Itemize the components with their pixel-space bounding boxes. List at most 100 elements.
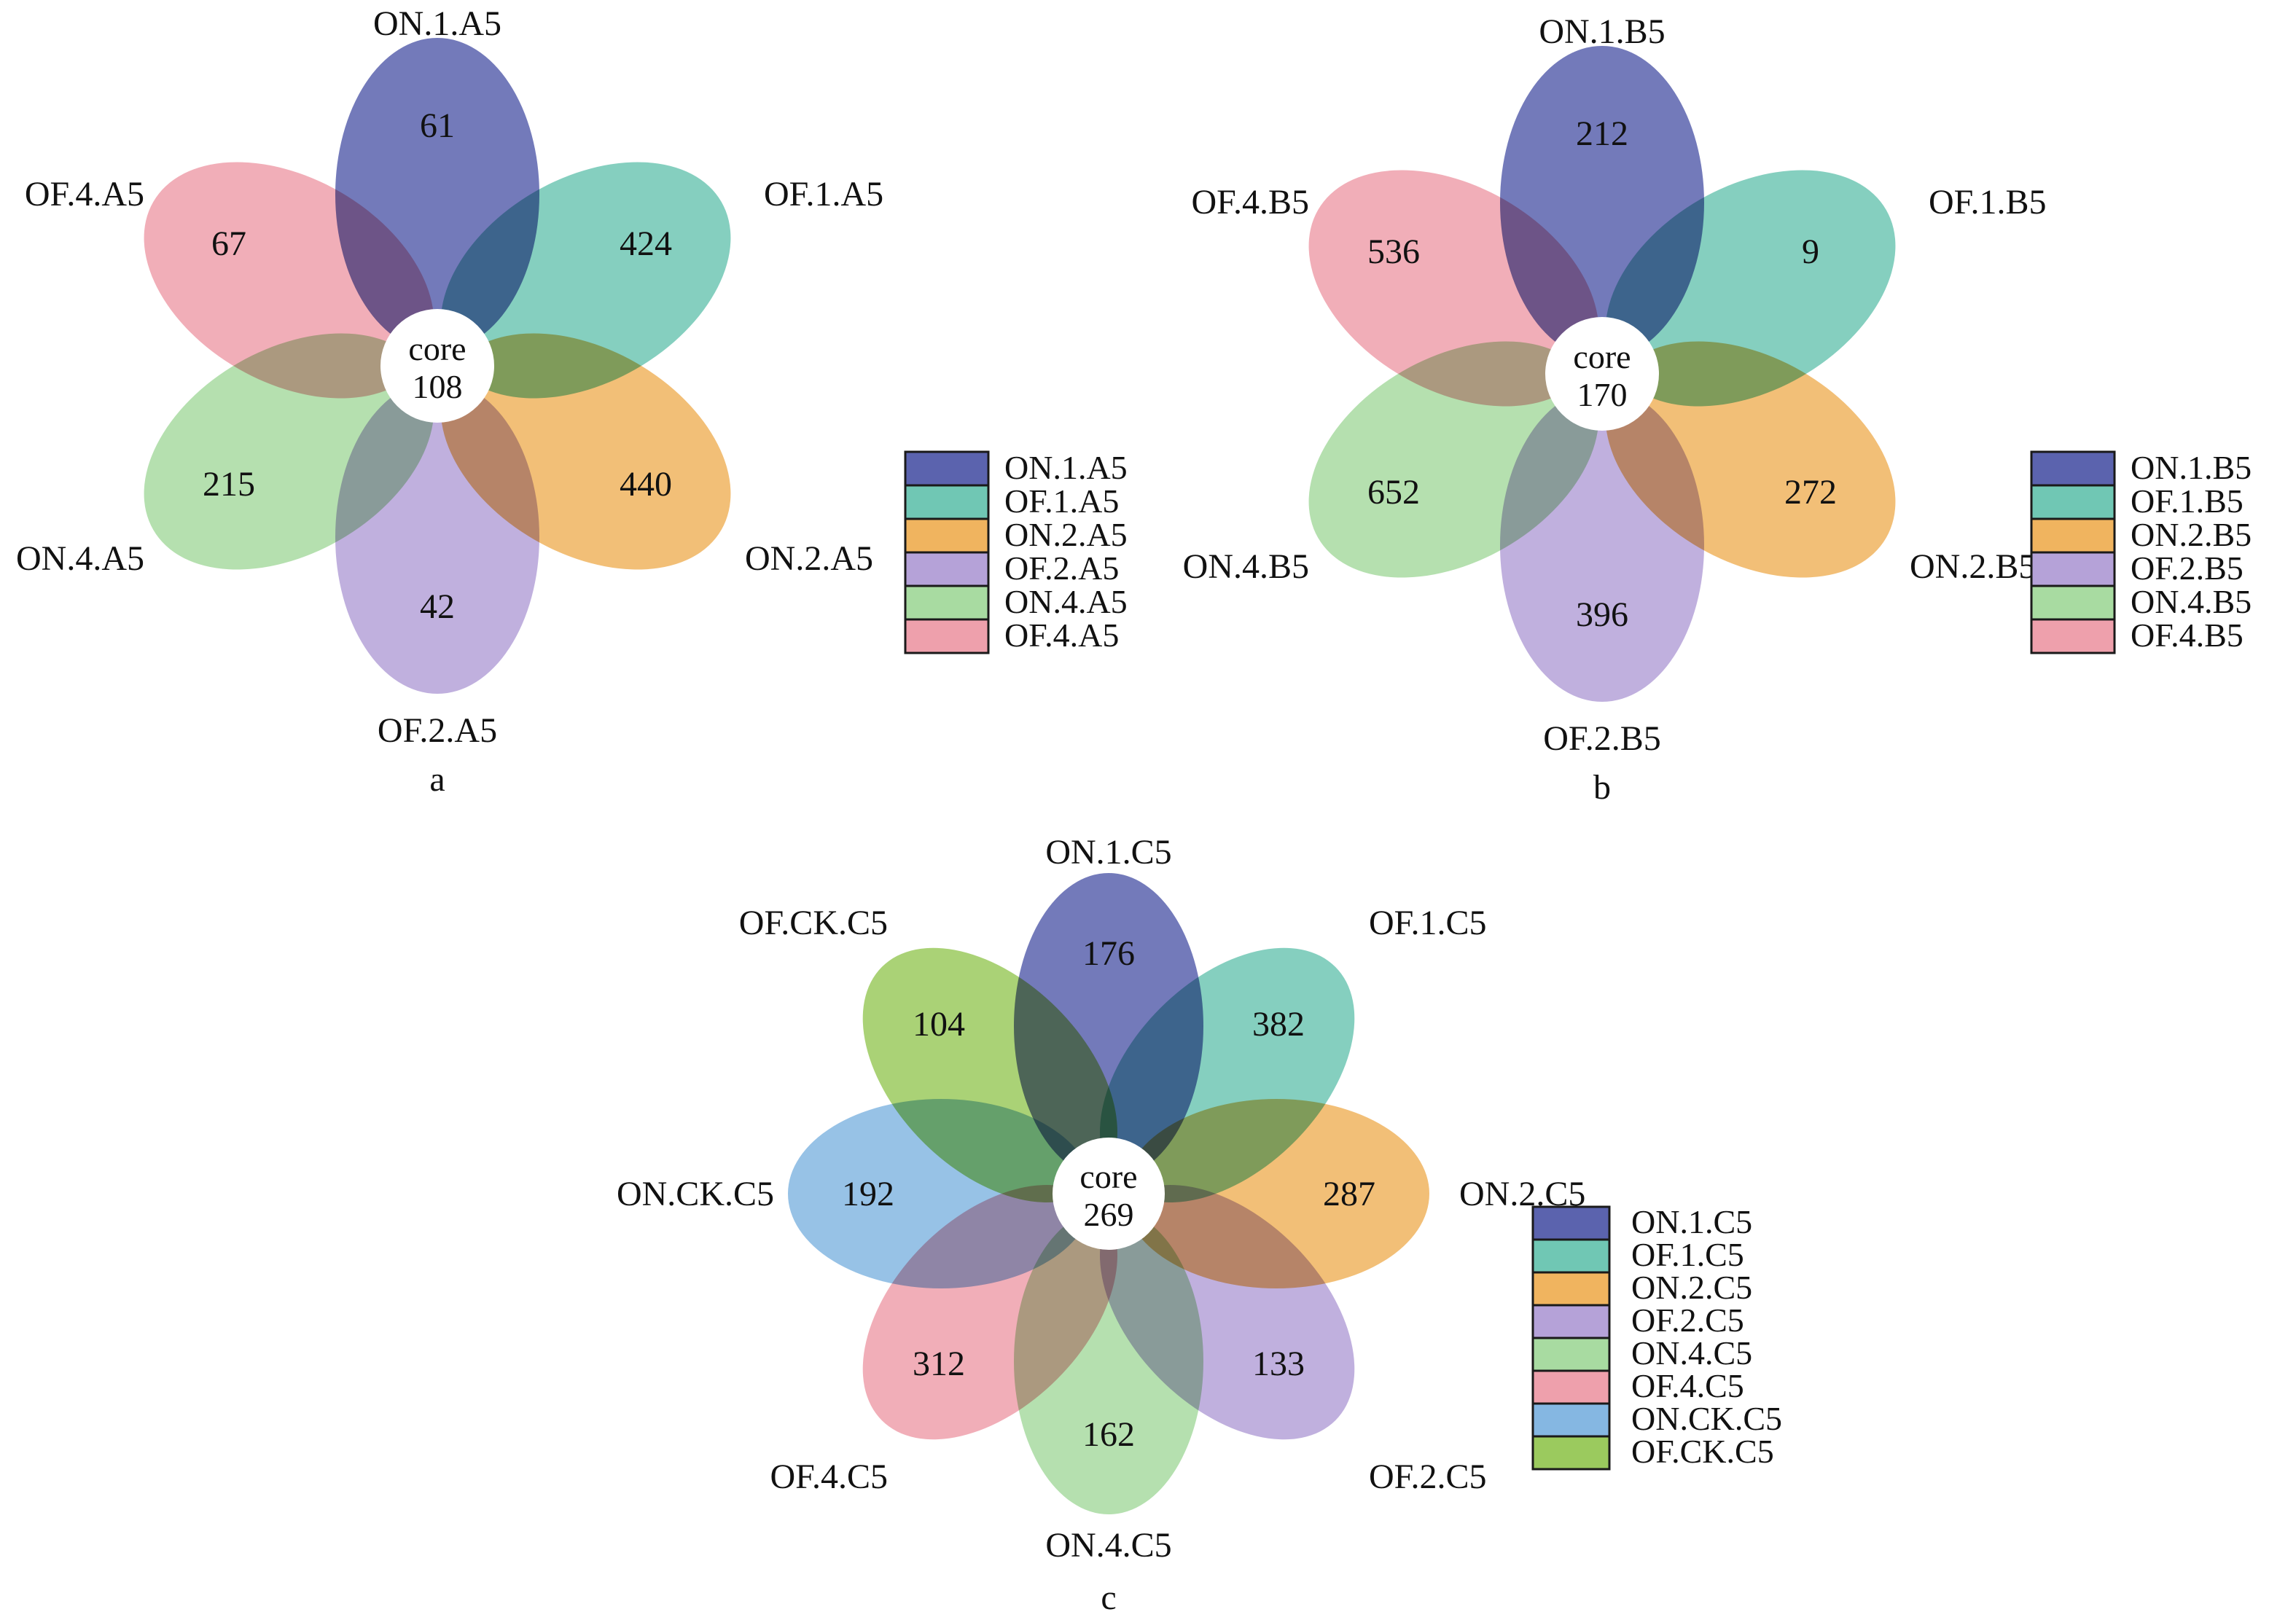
legend-swatch — [904, 584, 990, 621]
core-value-a: 108 — [413, 368, 463, 405]
flower-c-petals — [788, 873, 1429, 1514]
petal-label: ON.4.A5 — [16, 539, 144, 578]
legend-swatch — [1531, 1402, 1611, 1438]
legend-b: ON.1.B5 OF.1.B5 ON.2.B5 OF.2.B5 ON.4.B5 … — [2030, 449, 2252, 654]
panel-letter-b: b — [1593, 768, 1611, 807]
legend-label: ON.1.B5 — [2131, 449, 2252, 486]
petal-label: OF.2.B5 — [1543, 719, 1661, 758]
legend-swatch — [2030, 517, 2116, 554]
panel-a: core 108 61 424 440 42 215 67 ON.1.A5 OF… — [16, 4, 1128, 799]
petal-label: ON.4.C5 — [1045, 1526, 1171, 1565]
legend-swatch — [904, 517, 990, 554]
legend-label: ON.4.A5 — [1004, 583, 1128, 620]
legend-swatch — [2030, 618, 2116, 654]
panel-letter-c: c — [1101, 1578, 1116, 1617]
legend-label: ON.1.C5 — [1631, 1203, 1752, 1240]
core-label-b: core — [1573, 338, 1631, 375]
petal-value: 424 — [620, 224, 672, 263]
legend-c: ON.1.C5 OF.1.C5 ON.2.C5 OF.2.C5 ON.4.C5 … — [1531, 1203, 1782, 1471]
legend-swatch — [904, 551, 990, 587]
petal-label: OF.1.C5 — [1369, 904, 1487, 942]
core-value-b: 170 — [1577, 376, 1628, 413]
petal-value: 212 — [1576, 114, 1628, 153]
core-circle-c — [1053, 1138, 1165, 1250]
petal-value: 287 — [1323, 1175, 1375, 1213]
legend-label: OF.CK.C5 — [1631, 1433, 1774, 1470]
legend-label: ON.2.C5 — [1631, 1269, 1752, 1306]
legend-a: ON.1.A5 OF.1.A5 ON.2.A5 OF.2.A5 ON.4.A5 … — [904, 449, 1128, 654]
petal-label: OF.1.A5 — [764, 175, 883, 214]
petal-label: OF.2.C5 — [1369, 1457, 1487, 1496]
legend-swatch — [1531, 1435, 1611, 1471]
legend-label: ON.CK.C5 — [1631, 1400, 1782, 1437]
legend-swatch — [2030, 484, 2116, 520]
petal-value: 652 — [1367, 473, 1420, 512]
petal-value: 192 — [842, 1175, 894, 1213]
legend-swatch — [1531, 1304, 1611, 1339]
legend-label: OF.1.A5 — [1004, 482, 1119, 520]
petal-label: OF.CK.C5 — [739, 904, 888, 942]
petal-value: 133 — [1252, 1345, 1305, 1383]
legend-swatch — [904, 450, 990, 487]
petal-label: OF.4.A5 — [25, 175, 144, 214]
petal-value: 9 — [1802, 232, 1819, 271]
legend-swatch — [2030, 551, 2116, 587]
petal-label: ON.1.B5 — [1539, 12, 1665, 51]
legend-label: OF.2.B5 — [2131, 549, 2244, 587]
core-circle-a — [380, 309, 494, 423]
petal-value: 42 — [420, 587, 455, 626]
legend-label: ON.4.B5 — [2131, 583, 2252, 620]
legend-swatch — [2030, 450, 2116, 487]
legend-label: ON.2.A5 — [1004, 516, 1128, 553]
core-label-c: core — [1079, 1158, 1137, 1195]
core-label-a: core — [408, 330, 466, 367]
flower-a-petals — [144, 38, 731, 694]
petal-value: 176 — [1082, 934, 1135, 973]
petal-value: 396 — [1576, 595, 1628, 634]
legend-swatch — [1531, 1205, 1611, 1241]
petal-label: OF.4.C5 — [770, 1457, 888, 1496]
petal-value: 312 — [913, 1345, 965, 1383]
petal-value: 440 — [620, 465, 672, 504]
panel-c: core 269 176 382 287 133 162 312 192 104… — [617, 833, 1782, 1617]
legend-swatch — [904, 618, 990, 654]
legend-label: OF.1.B5 — [2131, 482, 2244, 520]
petal-value: 536 — [1367, 232, 1420, 271]
core-circle-b — [1545, 317, 1659, 431]
legend-label: OF.4.B5 — [2131, 617, 2244, 654]
legend-label: OF.2.A5 — [1004, 549, 1119, 587]
legend-label: OF.1.C5 — [1631, 1236, 1744, 1273]
legend-label: ON.2.B5 — [2131, 516, 2252, 553]
petal-value: 61 — [420, 106, 455, 145]
petal-value: 382 — [1252, 1005, 1305, 1044]
legend-label: ON.1.A5 — [1004, 449, 1128, 486]
legend-swatch — [1531, 1369, 1611, 1405]
legend-swatch — [1531, 1271, 1611, 1307]
petal-value: 215 — [203, 465, 255, 504]
legend-swatch — [1531, 1238, 1611, 1274]
petal-label: ON.4.B5 — [1183, 547, 1309, 586]
legend-swatch — [1531, 1337, 1611, 1372]
core-value-c: 269 — [1084, 1196, 1134, 1233]
petal-label: OF.2.A5 — [378, 711, 497, 750]
petal-value: 67 — [211, 224, 246, 263]
petal-label: OF.1.B5 — [1929, 183, 2047, 222]
petal-label: OF.4.B5 — [1191, 183, 1309, 222]
petal-of-ck-c5 — [862, 947, 1118, 1203]
petal-label: ON.2.B5 — [1910, 547, 2036, 586]
petal-label: ON.1.A5 — [373, 4, 501, 43]
petal-label: ON.CK.C5 — [617, 1175, 774, 1213]
legend-label: OF.4.C5 — [1631, 1367, 1744, 1404]
petal-label: ON.1.C5 — [1045, 833, 1171, 872]
legend-label: OF.4.A5 — [1004, 617, 1119, 654]
petal-value: 162 — [1082, 1415, 1135, 1454]
flower-b-petals — [1308, 46, 1896, 702]
petal-label: ON.2.A5 — [745, 539, 873, 578]
panel-letter-a: a — [429, 760, 445, 799]
panel-b: core 170 212 9 272 396 652 536 ON.1.B5 O… — [1183, 12, 2252, 807]
legend-label: OF.2.C5 — [1631, 1302, 1744, 1339]
petal-of-4-b5 — [1308, 170, 1599, 407]
legend-label: ON.4.C5 — [1631, 1334, 1752, 1371]
